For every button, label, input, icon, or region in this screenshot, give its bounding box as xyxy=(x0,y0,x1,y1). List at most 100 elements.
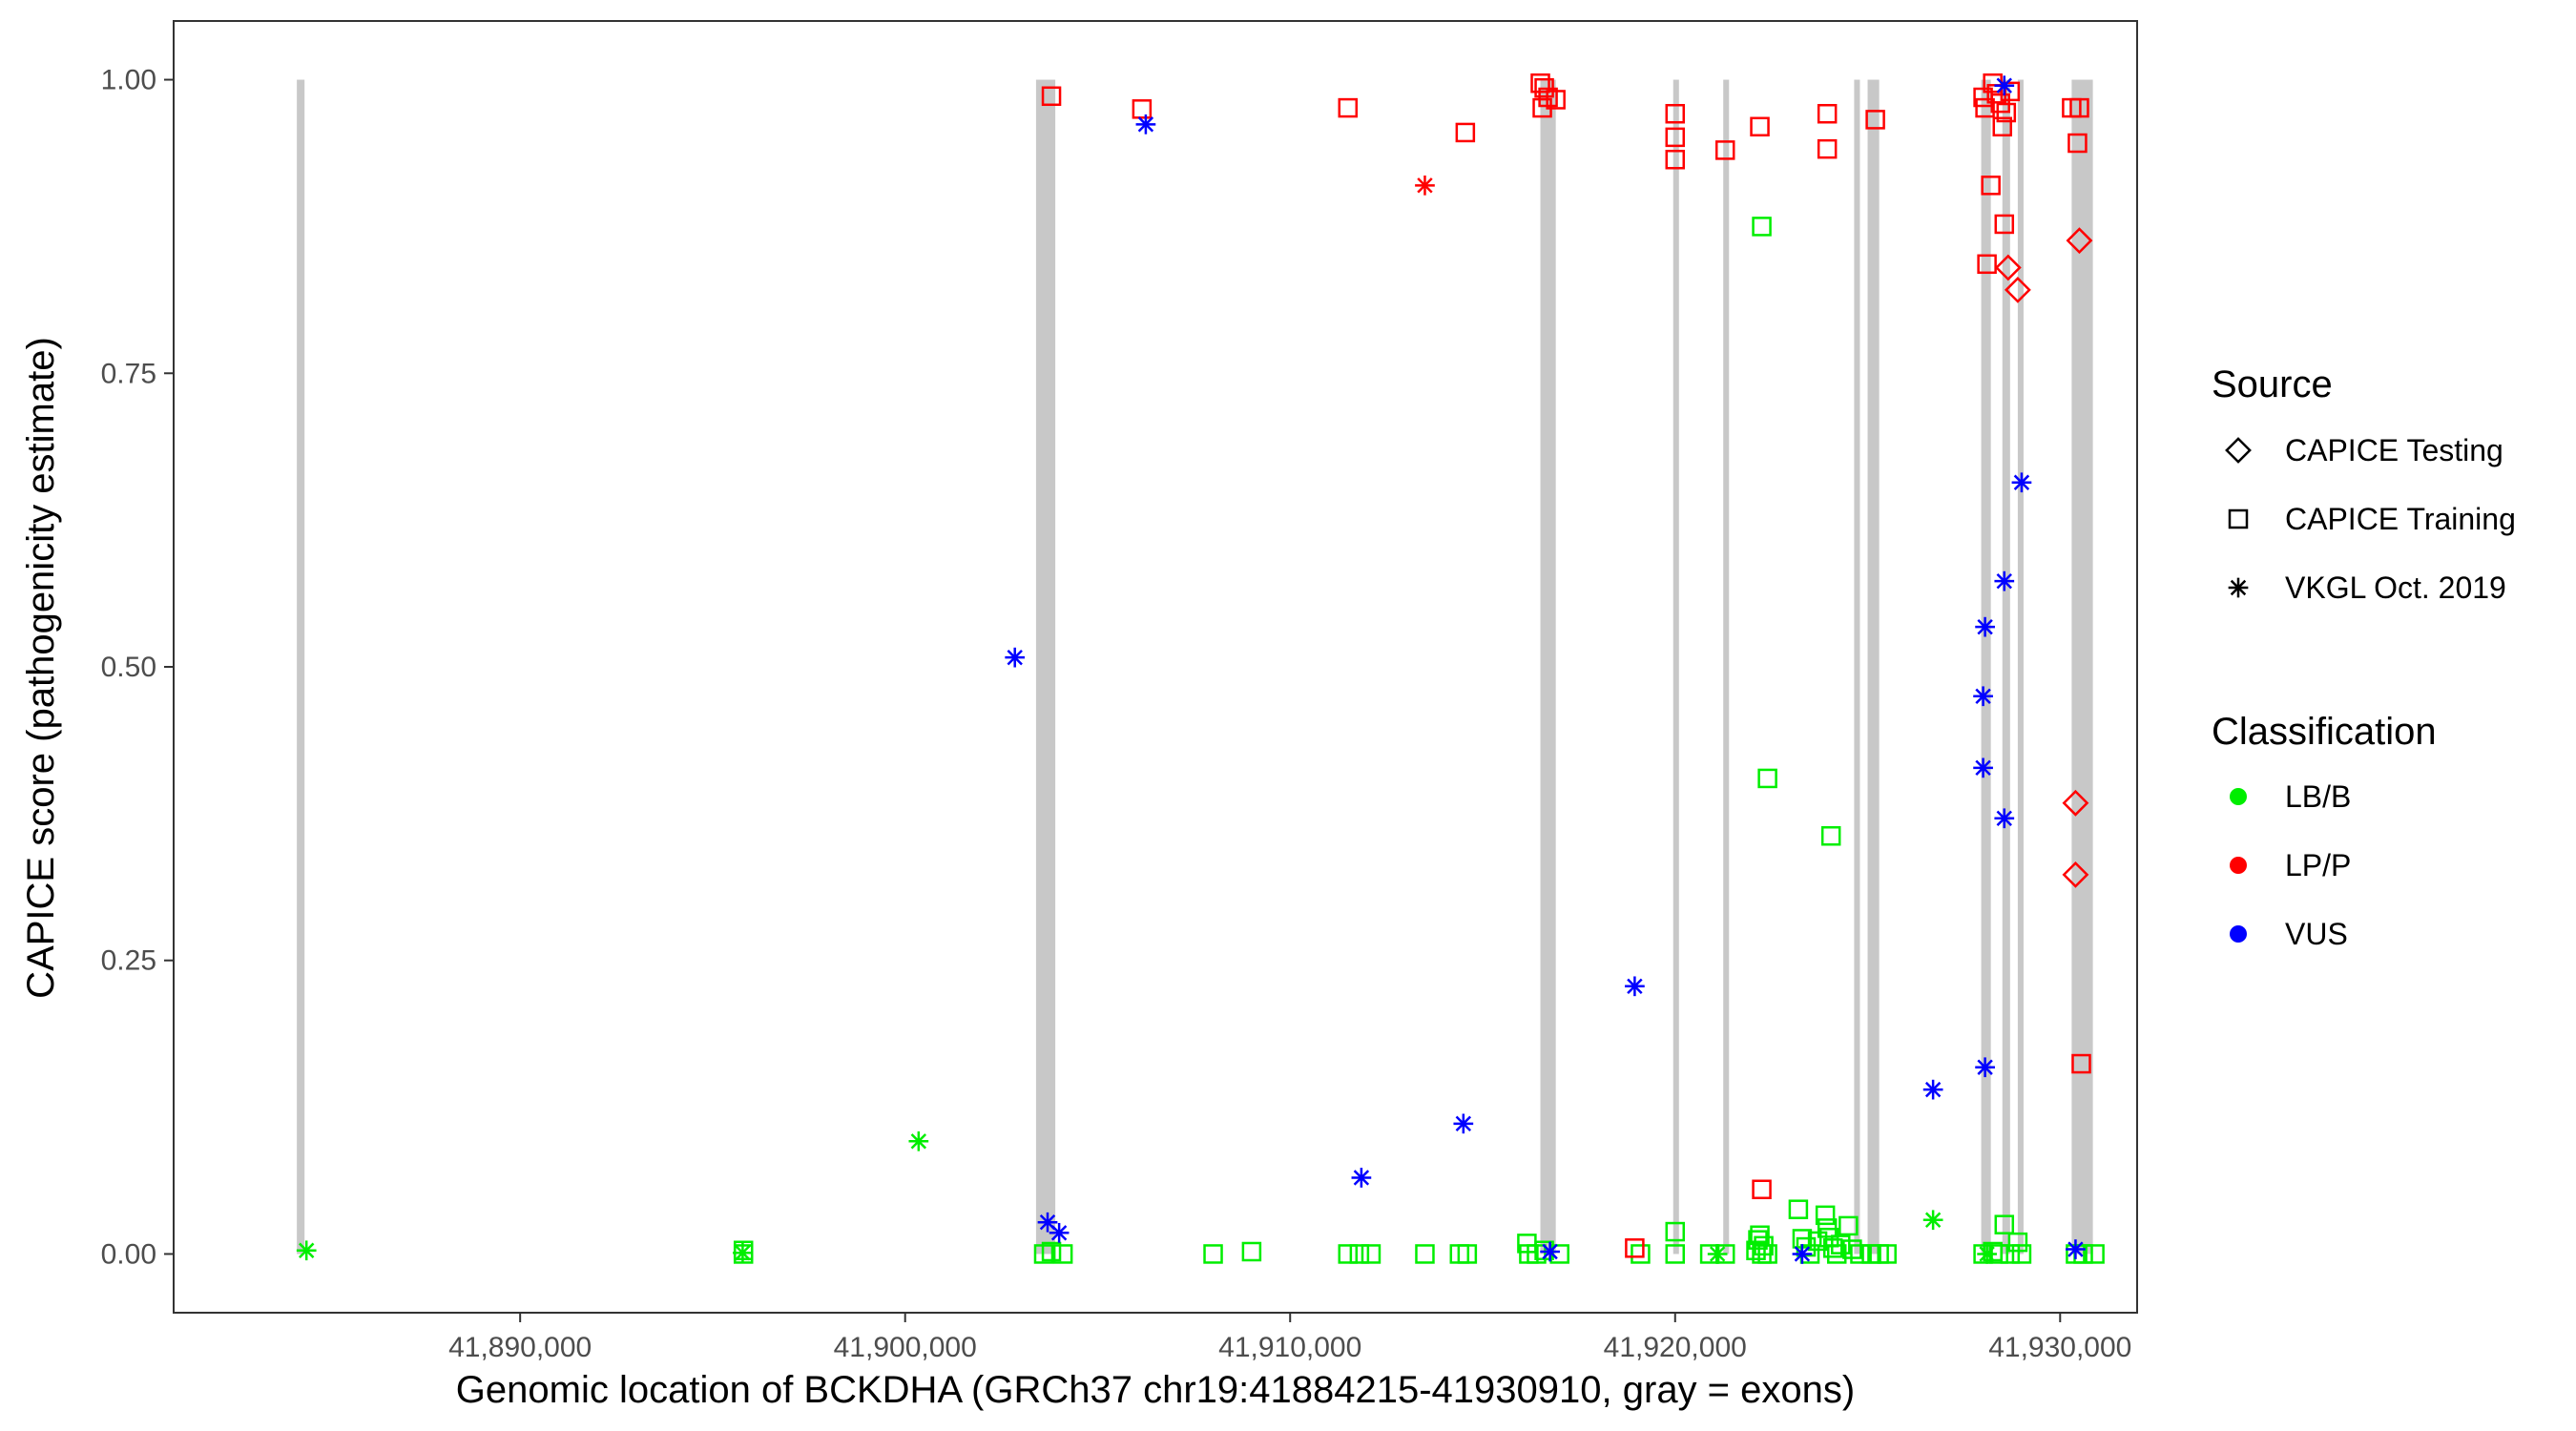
data-point xyxy=(1546,90,1566,110)
x-tick-label: 41,890,000 xyxy=(448,1332,592,1363)
data-point xyxy=(1865,110,1885,130)
data-point xyxy=(1994,808,2015,829)
data-point xyxy=(2011,472,2032,493)
data-point xyxy=(2066,1239,2086,1259)
data-point xyxy=(1994,75,2015,96)
data-point xyxy=(1792,1244,1813,1264)
data-point xyxy=(1820,826,1841,846)
data-point xyxy=(1752,1179,1772,1200)
data-point xyxy=(2011,1244,2032,1264)
data-point xyxy=(1005,647,1026,668)
y-tick-label: 0.00 xyxy=(101,1238,156,1270)
data-point xyxy=(1975,616,1995,637)
data-point xyxy=(1788,1199,1809,1219)
data-point xyxy=(1992,116,2013,137)
exon-band xyxy=(2071,79,2093,1255)
y-tick-label: 0.75 xyxy=(101,358,156,389)
data-point xyxy=(1996,102,2017,123)
data-point xyxy=(1665,127,1686,148)
data-point xyxy=(1241,1241,1262,1262)
data-point xyxy=(1746,1240,1766,1261)
exon-bands xyxy=(297,79,2093,1255)
data-point xyxy=(1977,254,1997,275)
x-axis-title: Genomic location of BCKDHA (GRCh37 chr19… xyxy=(456,1369,1855,1411)
data-point xyxy=(1815,1205,1836,1226)
exon-band xyxy=(297,79,305,1255)
data-point xyxy=(2062,789,2089,817)
legend-key-asterisk xyxy=(2228,577,2249,598)
data-point xyxy=(1625,1238,1645,1258)
legend-label: VUS xyxy=(2285,917,2348,951)
legend-key-square xyxy=(2228,508,2249,529)
data-point xyxy=(1714,140,1735,160)
data-point xyxy=(1839,1215,1859,1236)
data-point xyxy=(2066,227,2093,255)
data-point xyxy=(1453,1113,1474,1134)
legend-label: CAPICE Testing xyxy=(2285,433,2503,467)
data-point xyxy=(1994,214,2015,235)
legend-source-title: Source xyxy=(2212,363,2333,405)
data-point xyxy=(2067,133,2088,154)
x-tick-label: 41,930,000 xyxy=(1988,1332,2131,1363)
data-point xyxy=(1361,1244,1381,1264)
data-point xyxy=(1132,99,1153,119)
exon-band xyxy=(1981,79,1991,1255)
data-point xyxy=(1994,1214,2015,1234)
legend-key-color xyxy=(2230,857,2247,874)
data-point xyxy=(1922,1210,1943,1231)
data-point xyxy=(1041,86,1062,107)
legend-classification-title: Classification xyxy=(2212,711,2437,753)
y-tick-label: 0.25 xyxy=(101,945,156,977)
data-point xyxy=(2069,97,2089,118)
data-point xyxy=(1750,116,1770,137)
data-point xyxy=(1994,570,2015,591)
legend-label: LP/P xyxy=(2285,848,2351,882)
legend-label: CAPICE Training xyxy=(2285,502,2516,536)
legend-classification: Classification LB/B LP/P VUS xyxy=(2212,711,2437,951)
data-point xyxy=(1817,138,1838,159)
data-point xyxy=(733,1242,753,1263)
data-point xyxy=(1349,1244,1370,1264)
exon-band xyxy=(1867,79,1880,1255)
legend-label: VKGL Oct. 2019 xyxy=(2285,570,2506,605)
data-point xyxy=(1817,103,1838,124)
data-point xyxy=(2085,1244,2105,1264)
exon-band xyxy=(1723,79,1730,1255)
data-point xyxy=(1975,97,1995,118)
data-point xyxy=(1052,1244,1073,1264)
data-point xyxy=(1041,1241,1062,1262)
legend-label: LB/B xyxy=(2285,779,2351,814)
data-point xyxy=(1665,149,1686,170)
data-point xyxy=(1540,1241,1560,1262)
exon-band xyxy=(2017,79,2024,1255)
exon-band xyxy=(1540,79,1556,1255)
legend-source: Source CAPICE Testing CAPICE Training VKGL… xyxy=(2212,363,2516,605)
data-point xyxy=(1338,1244,1359,1264)
legend-key-color xyxy=(2230,925,2247,943)
y-axis: 0.00 0.25 0.50 0.75 1.00 xyxy=(101,65,174,1270)
data-point xyxy=(1757,1244,1777,1264)
exon-band xyxy=(1672,79,1679,1255)
data-point xyxy=(1135,114,1156,135)
data-point xyxy=(1752,217,1772,237)
y-tick-label: 1.00 xyxy=(101,65,156,96)
data-point xyxy=(1922,1079,1943,1100)
data-point xyxy=(1796,1236,1817,1257)
y-axis-title: CAPICE score (pathogenicity estimate) xyxy=(20,337,62,999)
data-point xyxy=(1665,1221,1686,1242)
data-point xyxy=(1757,768,1777,789)
y-tick-label: 0.50 xyxy=(101,652,156,683)
data-point xyxy=(1877,1244,1897,1264)
legend-key-diamond xyxy=(2225,437,2252,464)
data-point xyxy=(1850,1244,1870,1264)
data-point xyxy=(1665,103,1686,124)
x-tick-label: 41,920,000 xyxy=(1604,1332,1747,1363)
legend-key-color xyxy=(2230,788,2247,805)
exon-band xyxy=(2002,79,2010,1255)
data-point xyxy=(2062,861,2089,888)
data-point xyxy=(1831,1234,1851,1255)
data-point xyxy=(1973,686,1993,707)
data-point xyxy=(1714,1244,1735,1264)
data-point xyxy=(1631,1244,1651,1264)
